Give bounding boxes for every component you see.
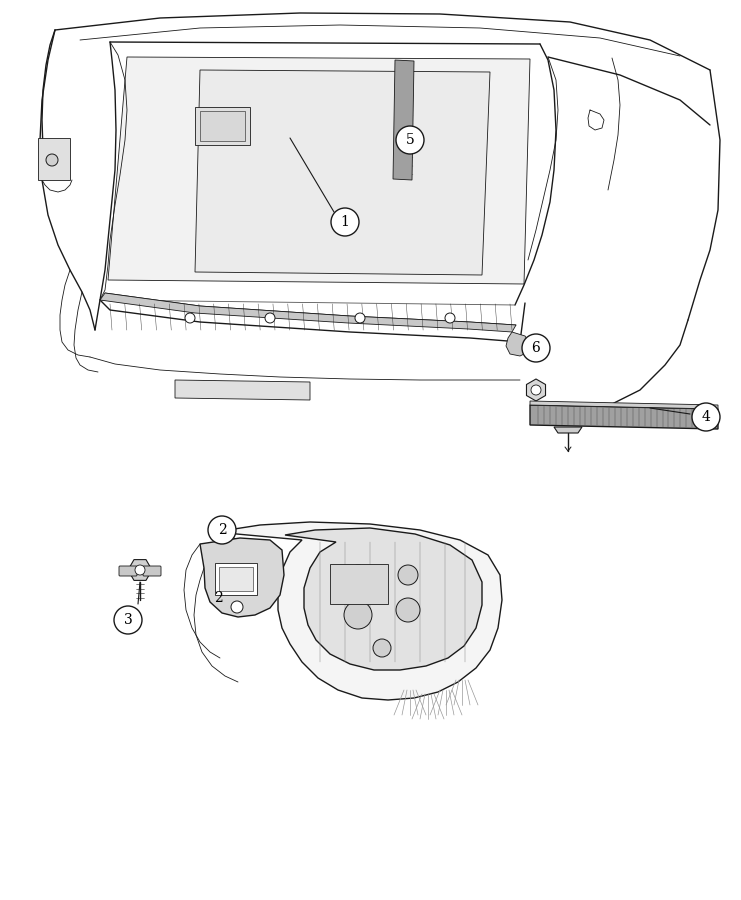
Circle shape (445, 313, 455, 323)
FancyBboxPatch shape (143, 566, 161, 576)
Circle shape (135, 565, 145, 575)
FancyBboxPatch shape (119, 566, 137, 576)
Circle shape (265, 313, 275, 323)
Polygon shape (285, 528, 482, 670)
Bar (219, 567, 253, 591)
Polygon shape (100, 293, 516, 332)
Text: 2: 2 (213, 591, 222, 605)
Circle shape (522, 334, 550, 362)
Circle shape (331, 208, 359, 236)
Circle shape (185, 313, 195, 323)
Polygon shape (200, 538, 284, 617)
Text: 2: 2 (218, 523, 226, 537)
Circle shape (208, 516, 236, 544)
Text: 4: 4 (702, 410, 711, 424)
Polygon shape (128, 560, 152, 580)
Polygon shape (526, 379, 545, 401)
Polygon shape (175, 380, 310, 400)
Polygon shape (506, 332, 530, 356)
Polygon shape (530, 405, 718, 429)
Text: 1: 1 (341, 215, 350, 229)
Bar (38, 138, 70, 180)
Circle shape (398, 565, 418, 585)
Polygon shape (195, 70, 490, 275)
Bar (330, 564, 388, 604)
Circle shape (114, 606, 142, 634)
Circle shape (355, 313, 365, 323)
Text: 6: 6 (531, 341, 540, 355)
Circle shape (396, 598, 420, 622)
Circle shape (344, 601, 372, 629)
Polygon shape (393, 60, 414, 180)
Bar (215, 563, 257, 595)
Circle shape (531, 385, 541, 395)
Polygon shape (108, 57, 530, 284)
Circle shape (692, 403, 720, 431)
Circle shape (231, 601, 243, 613)
Circle shape (396, 126, 424, 154)
Bar (200, 111, 245, 141)
Polygon shape (215, 522, 502, 700)
Polygon shape (554, 427, 582, 433)
Bar (195, 107, 250, 145)
Text: 5: 5 (405, 133, 414, 147)
Text: 3: 3 (124, 613, 133, 627)
Circle shape (348, 565, 368, 585)
Circle shape (46, 154, 58, 166)
Polygon shape (530, 401, 718, 409)
Circle shape (373, 639, 391, 657)
